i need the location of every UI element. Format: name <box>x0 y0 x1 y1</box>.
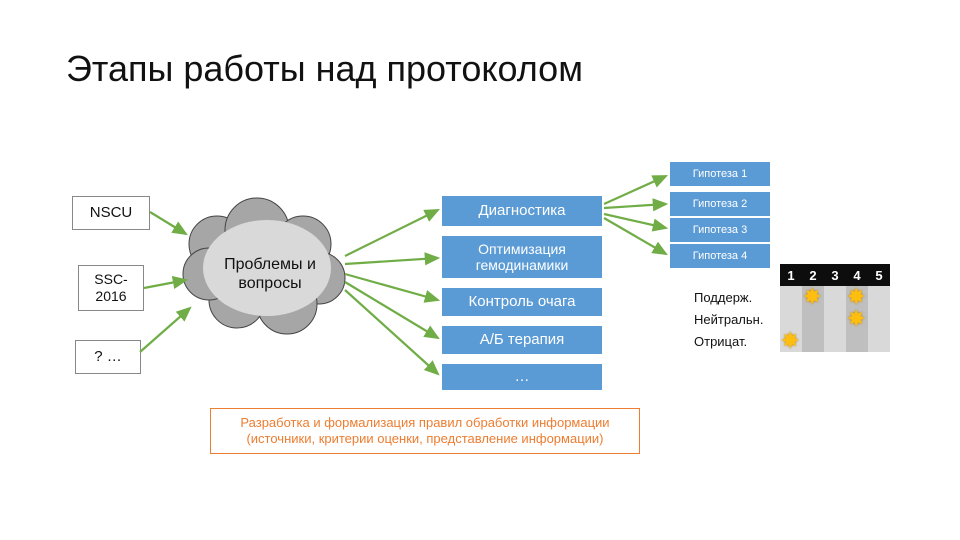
table-cell: 1 <box>780 264 802 286</box>
star-icon: ✸ <box>847 306 865 332</box>
hypothesis-box-0: Гипотеза 1 <box>670 162 770 186</box>
table-cell <box>846 330 868 352</box>
table-cell: 3 <box>824 264 846 286</box>
topic-box-4: … <box>442 364 602 390</box>
topic-box-0: Диагностика <box>442 196 602 226</box>
source-box-1: SSC-2016 <box>78 265 144 311</box>
row-label-0: Поддерж. <box>694 286 780 308</box>
slide-title: Этапы работы над протоколом <box>66 48 583 90</box>
hypothesis-box-1: Гипотеза 2 <box>670 192 770 216</box>
table-cell <box>802 330 824 352</box>
hypothesis-box-3: Гипотеза 4 <box>670 244 770 268</box>
table-cell <box>802 308 824 330</box>
footer-note: Разработка и формализация правил обработ… <box>210 408 640 454</box>
table-cell <box>868 286 890 308</box>
table-cell <box>780 286 802 308</box>
table-cell <box>868 308 890 330</box>
table-cell <box>780 308 802 330</box>
table-cell <box>824 330 846 352</box>
topic-box-2: Контроль очага <box>442 288 602 316</box>
table-cell <box>868 330 890 352</box>
row-label-2: Отрицат. <box>694 330 780 352</box>
table-cell: 4 <box>846 264 868 286</box>
cloud-label: Проблемы и вопросы <box>195 255 345 293</box>
topic-box-1: Оптимизация гемодинамики <box>442 236 602 278</box>
source-box-2: ? … <box>75 340 141 374</box>
source-box-0: NSCU <box>72 196 150 230</box>
table-cell <box>824 308 846 330</box>
hypothesis-box-2: Гипотеза 3 <box>670 218 770 242</box>
table-cell <box>824 286 846 308</box>
topic-box-3: А/Б терапия <box>442 326 602 354</box>
row-label-1: Нейтральн. <box>694 308 780 330</box>
table-cell: 2 <box>802 264 824 286</box>
star-icon: ✸ <box>803 284 821 310</box>
table-cell: 5 <box>868 264 890 286</box>
star-icon: ✸ <box>781 328 799 354</box>
